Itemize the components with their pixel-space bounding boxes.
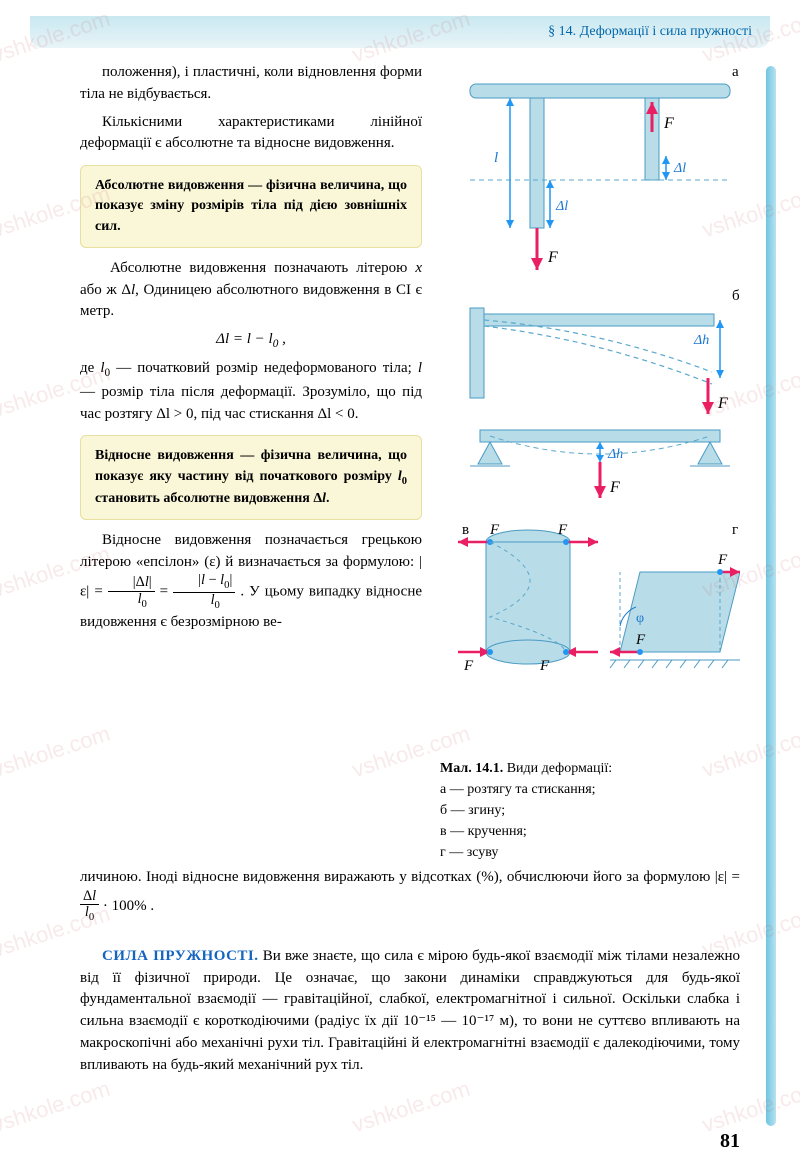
paragraph-intro-1: положення), і пластичні, коли відновленн… [80,62,422,106]
section-header: § 14. Деформації і сила пружності [30,16,770,48]
svg-text:l: l [494,150,498,166]
formula-delta-l: Δl = l − l0 , [80,329,422,352]
svg-text:F: F [539,658,550,674]
deformation-diagram: а l Δl [440,62,740,742]
svg-text:F: F [489,522,500,538]
svg-text:F: F [717,552,728,568]
svg-text:Δl: Δl [555,199,568,214]
svg-text:Δh: Δh [693,333,709,348]
section-title-header: § 14. Деформації і сила пружності [548,22,752,42]
figure-caption: Мал. 14.1. Види деформації: а — розтягу … [440,758,740,863]
definition-box-relative: Відносне видовження — фізична величина, … [80,435,422,520]
label-a: а [732,64,739,80]
svg-text:F: F [635,632,646,648]
paragraph-abs-notation: Абсолютне видовження позначають літерою … [80,258,422,323]
svg-text:в: в [462,522,469,538]
page-number: 81 [720,1127,740,1156]
section-elastic-force: СИЛА ПРУЖНОСТІ. Ви вже знаєте, що сила є… [80,946,740,1077]
svg-text:Δh: Δh [607,447,623,462]
definition-box-absolute: Абсолютне видовження — фізична величина,… [80,165,422,248]
svg-text:б: б [732,288,740,304]
svg-text:F: F [663,115,674,132]
svg-text:F: F [557,522,568,538]
svg-text:Δl: Δl [673,161,686,176]
figure-14-1: а l Δl [440,62,740,750]
paragraph-epsilon: Відносне видовження позначається грецько… [80,530,422,633]
svg-text:г: г [732,522,738,538]
svg-text:F: F [463,658,474,674]
svg-text:F: F [717,395,728,412]
paragraph-defs: де l0 — початковий розмір недеформованог… [80,358,422,425]
svg-text:φ: φ [636,611,644,626]
svg-text:F: F [547,249,558,266]
paragraph-intro-2: Кількісними характеристиками лінійної де… [80,112,422,156]
paragraph-percent: личиною. Іноді відносне видовження вираж… [80,867,740,924]
svg-text:F: F [609,479,620,496]
